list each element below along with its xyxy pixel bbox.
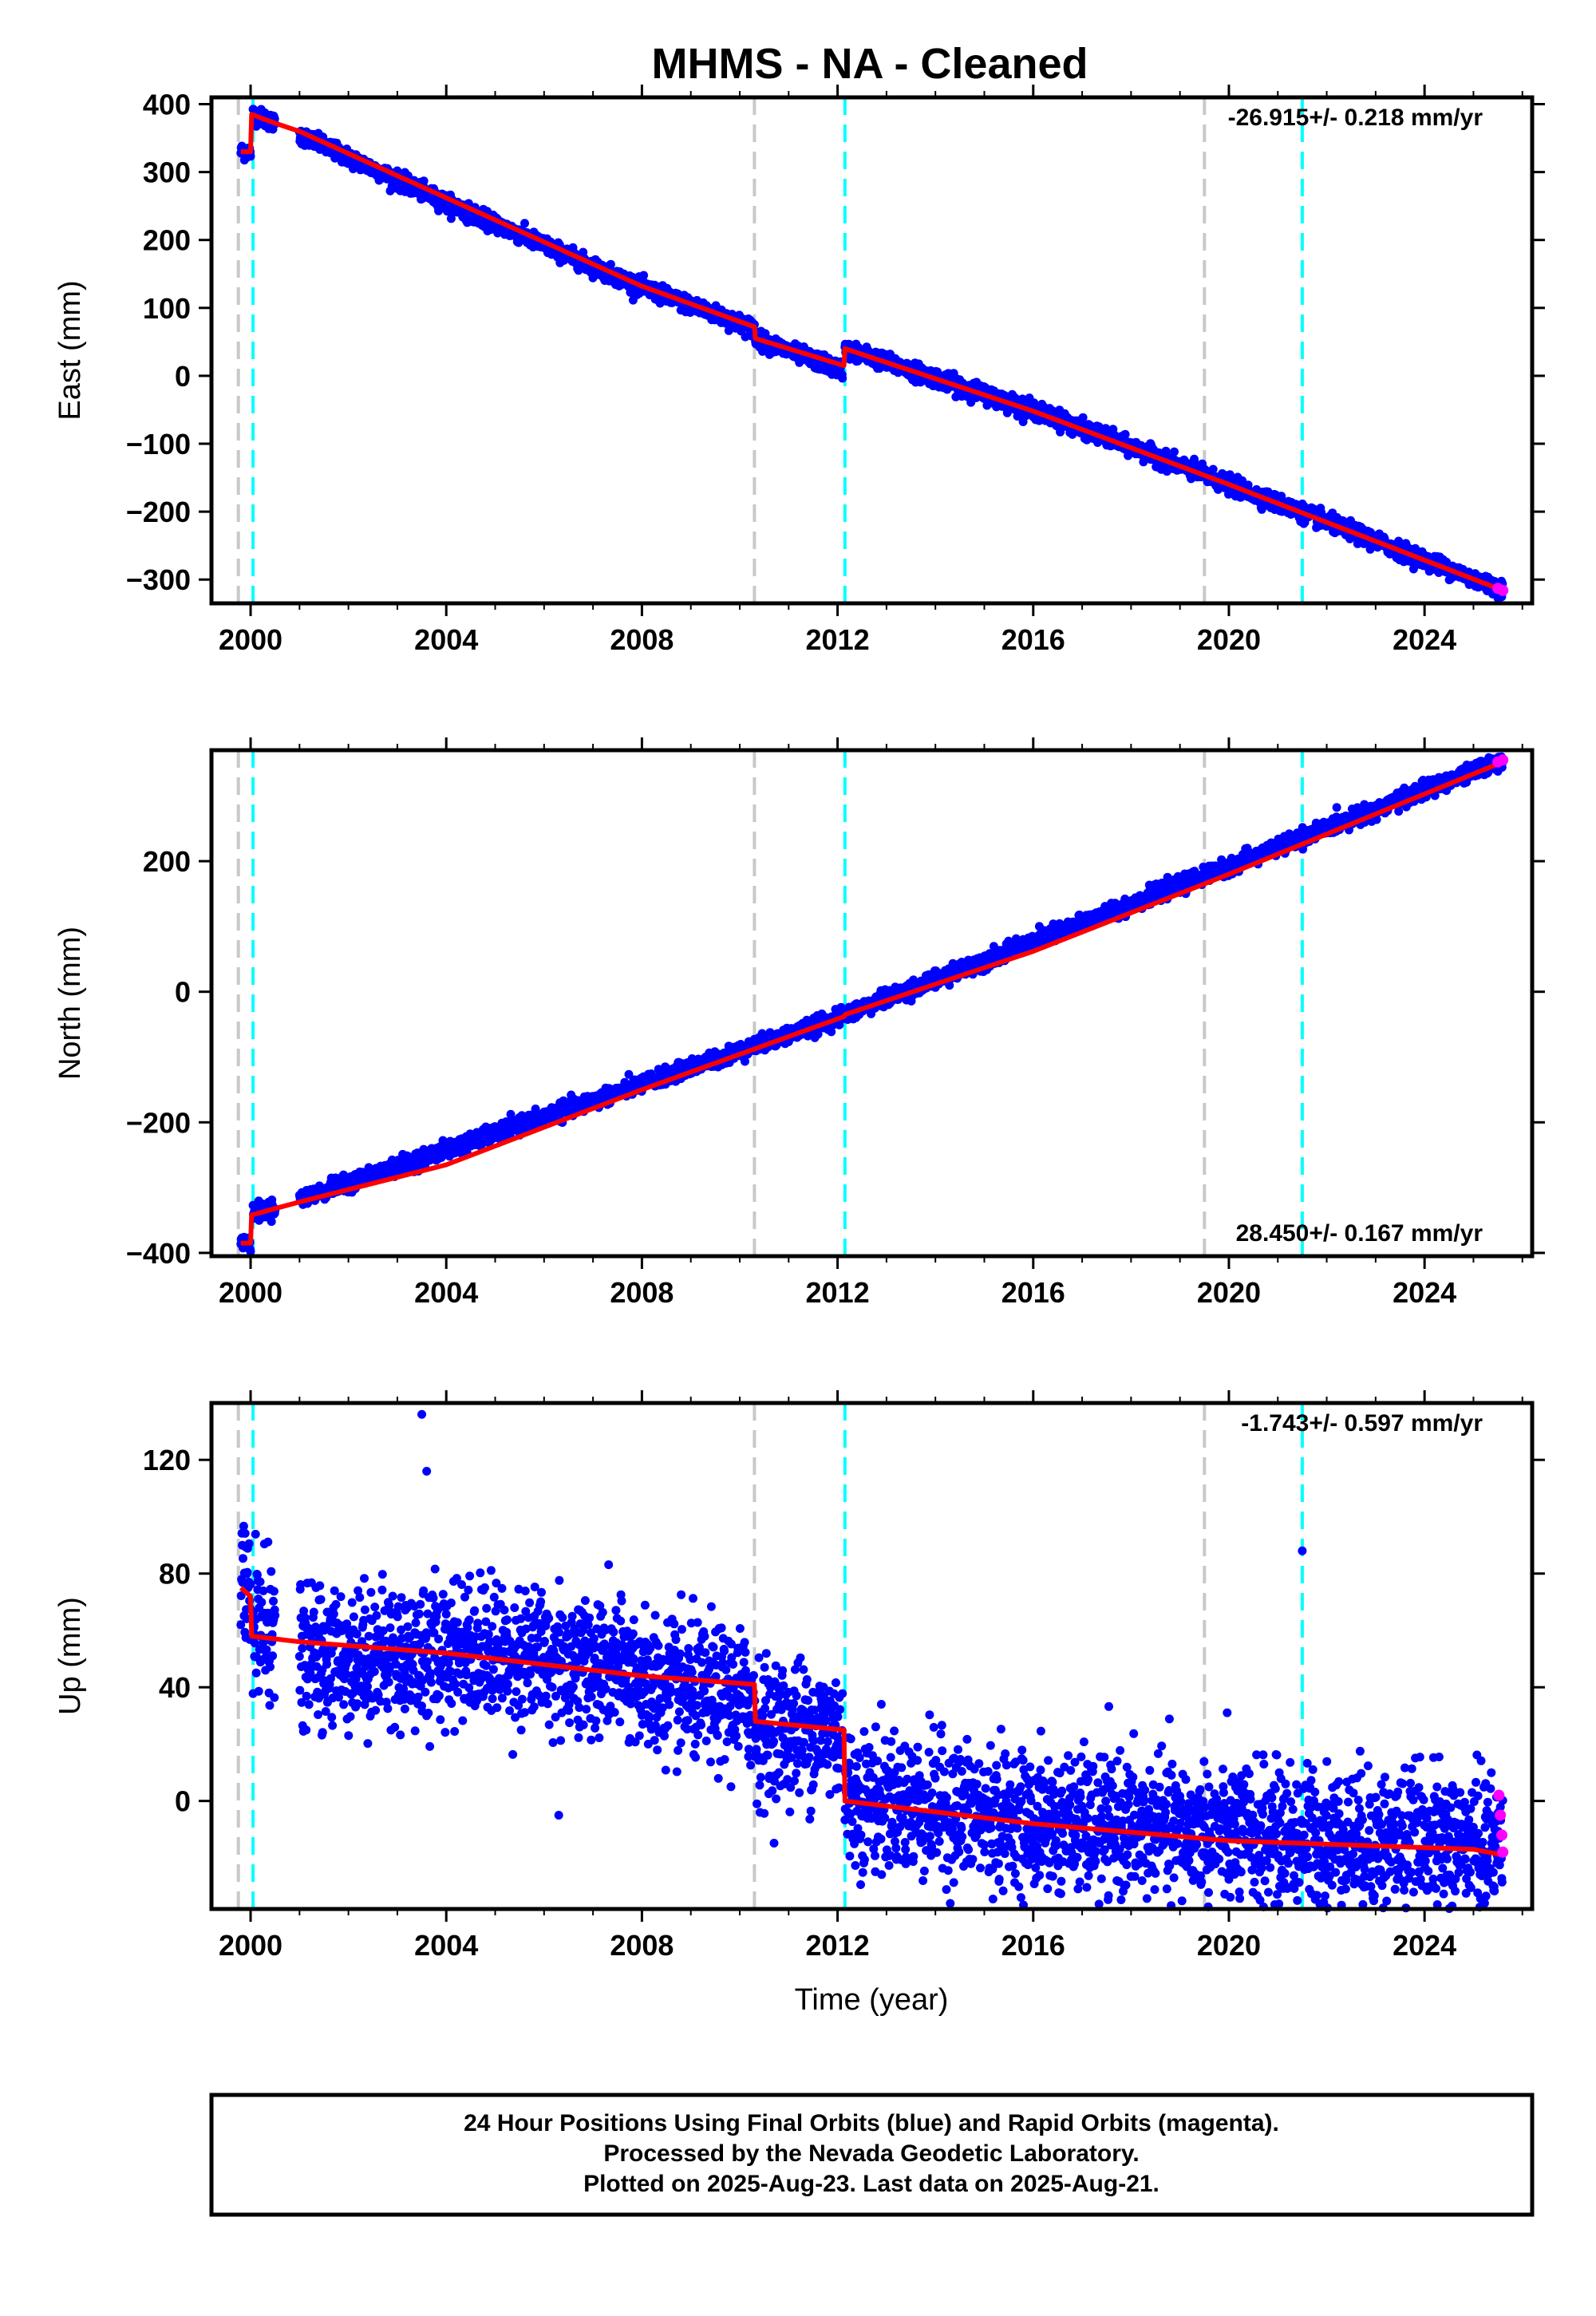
y-tick-label: −300 — [126, 563, 191, 596]
data-point — [1120, 429, 1130, 439]
y-tick-label: 0 — [175, 360, 191, 393]
data-point — [520, 219, 529, 228]
y-tick-label: 400 — [143, 89, 191, 121]
y-tick-label: −100 — [126, 428, 191, 460]
data-point — [838, 373, 847, 383]
y-tick-label: 100 — [143, 292, 191, 325]
x-tick-label: 2000 — [219, 623, 282, 656]
x-tick-label: 2008 — [610, 623, 674, 656]
chart-title: MHMS - NA - Cleaned — [651, 40, 1088, 88]
data-point — [419, 176, 429, 186]
y-tick-label: 300 — [143, 156, 191, 189]
ylabel-east: East (mm) — [53, 280, 87, 420]
data-point — [639, 271, 649, 280]
x-tick-label: 2012 — [806, 623, 870, 656]
panel-north: 2000 2004 2008 2012 2016 2020 2024−400−2000200… — [53, 737, 1545, 1309]
x-tick-label: 2020 — [1197, 623, 1261, 656]
data-point — [267, 1217, 276, 1227]
rate-label-east: -26.915+/- 0.218 mm/yr — [1228, 105, 1483, 131]
y-tick-label: −200 — [126, 496, 191, 528]
x-tick-label: 2016 — [1001, 623, 1065, 656]
x-tick-label: 2004 — [414, 623, 478, 656]
panel-east: 2000 2004 2008 2012 2016 2020 2024−300−200−100… — [53, 85, 1545, 656]
data-point — [1170, 447, 1179, 456]
x-tick-label: 2024 — [1393, 623, 1456, 656]
data-point — [446, 214, 456, 223]
rapid-point — [1497, 584, 1509, 596]
y-tick-label: 200 — [143, 224, 191, 257]
